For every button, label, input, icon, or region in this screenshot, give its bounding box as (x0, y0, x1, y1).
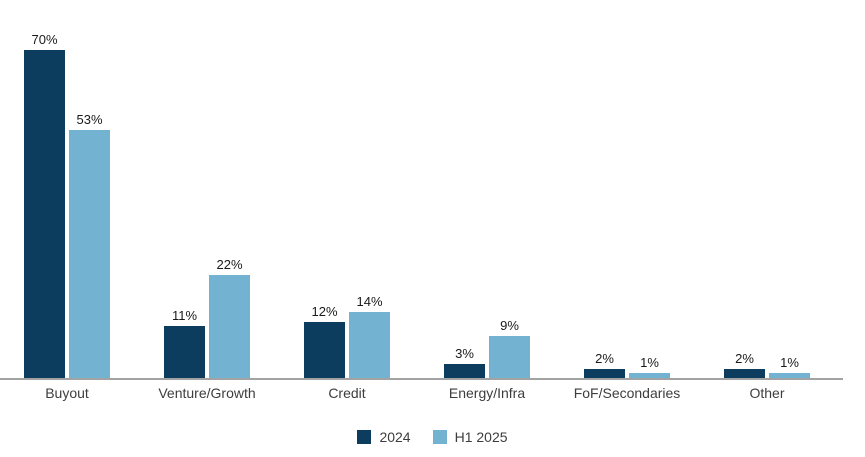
bar-2024-fof-secondaries (584, 369, 625, 378)
bar-2024-energy-infra (444, 364, 485, 378)
bar-h1-2025-credit (349, 312, 390, 378)
bar-2024-buyout (24, 50, 65, 378)
value-label-2024-buyout: 70% (31, 32, 58, 47)
bar-h1-2025-venture-growth (209, 275, 250, 378)
value-label-h1-2025-credit: 14% (356, 294, 383, 309)
category-label-fof-secondaries: FoF/Secondaries (573, 385, 681, 401)
value-label-h1-2025-other: 1% (780, 355, 799, 370)
legend-swatch-h1-2025 (432, 430, 447, 444)
legend-label-2024: 2024 (379, 429, 411, 445)
category-label-buyout: Buyout (45, 385, 89, 401)
category-label-energy-infra: Energy/Infra (448, 385, 526, 401)
value-label-2024-energy-infra: 3% (455, 346, 474, 361)
x-axis-line (0, 378, 843, 380)
value-label-2024-venture-growth: 11% (171, 308, 198, 323)
value-label-h1-2025-fof-secondaries: 1% (640, 355, 659, 370)
category-label-other: Other (749, 385, 785, 401)
bar-2024-other (724, 369, 765, 378)
category-label-credit: Credit (328, 385, 366, 401)
legend-label-h1-2025: H1 2025 (454, 429, 508, 445)
value-label-h1-2025-buyout: 53% (76, 112, 103, 127)
legend: 2024 H1 2025 (0, 429, 865, 445)
value-label-h1-2025-venture-growth: 22% (216, 257, 243, 272)
value-label-2024-other: 2% (735, 351, 754, 366)
value-label-h1-2025-energy-infra: 9% (500, 318, 519, 333)
plot-area: 70% 53% 11% 22% 12% 14% 3% 9% 2% 1% 2% 1% (24, 32, 810, 378)
category-label-venture-growth: Venture/Growth (158, 385, 256, 401)
bar-h1-2025-other (769, 373, 810, 378)
bar-h1-2025-energy-infra (489, 336, 530, 378)
value-label-2024-credit: 12% (311, 304, 338, 319)
legend-swatch-2024 (357, 430, 372, 444)
bar-2024-credit (304, 322, 345, 378)
bar-2024-venture-growth (164, 326, 205, 378)
value-label-2024-fof-secondaries: 2% (595, 351, 614, 366)
bar-h1-2025-buyout (69, 130, 110, 378)
bar-h1-2025-fof-secondaries (629, 373, 670, 378)
